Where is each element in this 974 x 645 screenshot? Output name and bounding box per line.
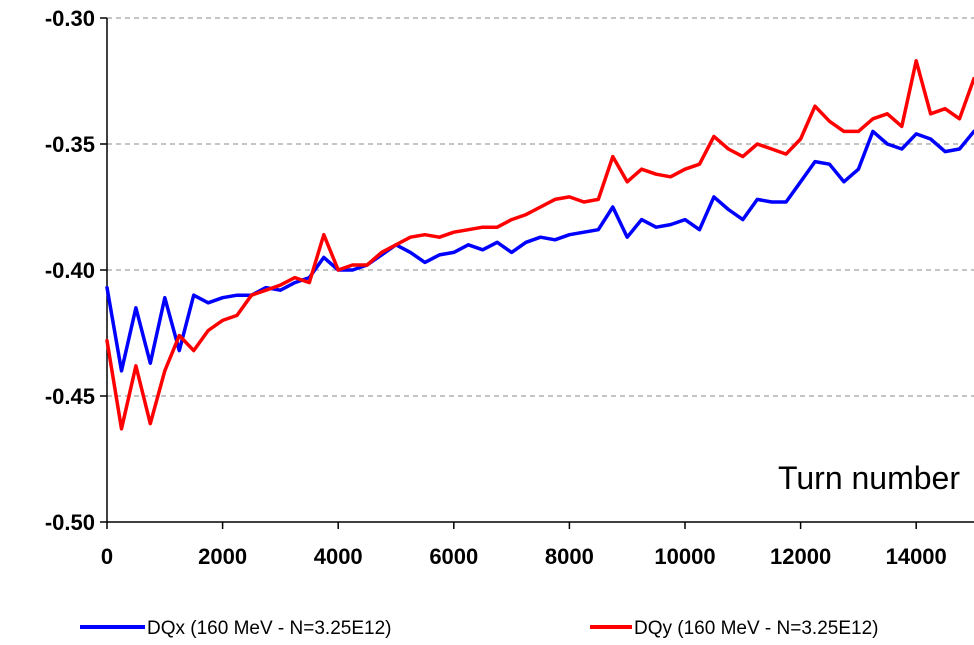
y-tick-label: -0.35 — [45, 132, 95, 157]
x-tick-label: 8000 — [545, 544, 594, 569]
y-tick-label: -0.50 — [45, 510, 95, 535]
y-tick-label: -0.30 — [45, 6, 95, 31]
x-tick-label: 0 — [101, 544, 113, 569]
series-line-dqy — [105, 59, 974, 431]
x-tick-label: 10000 — [654, 544, 715, 569]
legend: DQx (160 MeV - N=3.25E12) DQy (160 MeV - … — [80, 618, 878, 639]
y-tick-label: -0.45 — [45, 384, 95, 409]
legend-label-dqx: DQx (160 MeV - N=3.25E12) — [147, 618, 391, 639]
series — [105, 59, 974, 431]
x-tick-label: 2000 — [198, 544, 247, 569]
x-tick-label: 4000 — [314, 544, 363, 569]
series-line-dqx — [105, 129, 974, 373]
legend-label-dqy: DQy (160 MeV - N=3.25E12) — [634, 618, 878, 639]
gridlines — [107, 17, 974, 397]
turn-number-annotation: Turn number — [778, 460, 960, 496]
x-tick-label: 14000 — [886, 544, 947, 569]
x-tick-label: 12000 — [770, 544, 831, 569]
x-tick-label: 6000 — [429, 544, 478, 569]
y-tick-label: -0.40 — [45, 258, 95, 283]
ticks: -0.30 -0.35 -0.40 -0.45 -0.500 2000 4000 6000 80… — [45, 6, 947, 569]
